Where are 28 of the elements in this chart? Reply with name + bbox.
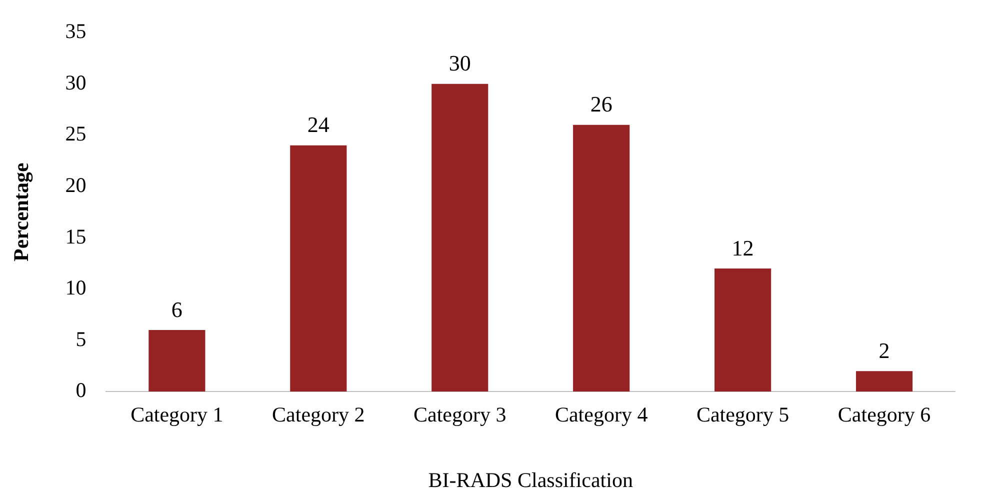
y-axis-title: Percentage xyxy=(9,162,34,262)
bar xyxy=(432,84,488,392)
x-tick-label: Category 3 xyxy=(414,402,506,427)
bar xyxy=(714,268,772,392)
x-tick-label: Category 5 xyxy=(696,402,790,427)
y-tick-label: 25 xyxy=(65,122,86,146)
x-tick-label: Category 6 xyxy=(838,402,931,427)
data-label: 26 xyxy=(590,92,612,117)
bar xyxy=(856,371,913,392)
y-tick-label: 0 xyxy=(76,378,86,402)
y-tick-label: 5 xyxy=(76,326,86,351)
data-label: 12 xyxy=(732,235,754,260)
data-label: 24 xyxy=(307,112,330,138)
data-label: 2 xyxy=(878,338,890,363)
bar xyxy=(290,145,347,392)
y-tick-label: 15 xyxy=(65,224,86,248)
x-axis-title: BI-RADS Classification xyxy=(428,468,634,492)
data-label: 30 xyxy=(448,50,471,76)
bar xyxy=(573,124,630,392)
x-tick-label: Category 2 xyxy=(272,402,365,427)
y-tick-label: 35 xyxy=(65,19,86,44)
x-tick-label: Category 1 xyxy=(130,402,224,427)
data-label: 6 xyxy=(171,296,182,322)
y-tick-label: 20 xyxy=(65,172,86,197)
x-tick-label: Category 4 xyxy=(554,402,648,427)
y-tick-label: 30 xyxy=(65,70,86,94)
y-tick-label: 10 xyxy=(65,276,86,300)
bar xyxy=(148,330,206,392)
